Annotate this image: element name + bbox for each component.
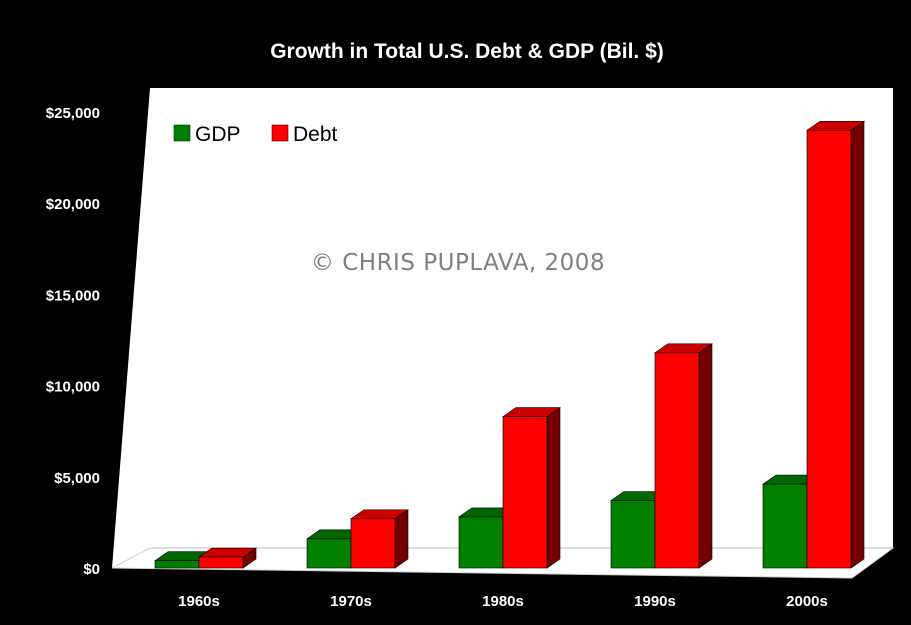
bar-debt-side xyxy=(850,120,865,569)
legend-label-debt: Debt xyxy=(293,123,338,146)
x-tick-label: 1960s xyxy=(178,593,220,610)
bar-gdp-2000s xyxy=(762,483,808,569)
legend: GDP Debt xyxy=(173,123,338,146)
bar-gdp-1990s xyxy=(610,500,656,569)
x-axis: 1960s 1970s 1980s 1990s 2000s xyxy=(178,593,828,610)
y-tick-label: $5,000 xyxy=(54,470,100,487)
y-tick-label: $20,000 xyxy=(46,196,100,213)
legend-label-gdp: GDP xyxy=(195,123,241,146)
chart-title: Growth in Total U.S. Debt & GDP (Bil. $) xyxy=(270,40,664,63)
bar-debt-side xyxy=(546,407,561,569)
copyright-watermark: © CHRIS PUPLAVA, 2008 xyxy=(311,250,605,276)
x-tick-label: 1980s xyxy=(482,593,524,610)
legend-swatch-debt xyxy=(271,124,289,142)
y-tick-label: $15,000 xyxy=(46,287,100,304)
bar-debt-side xyxy=(698,343,713,569)
bar-gdp-1980s xyxy=(458,516,504,569)
bar-debt-2000s xyxy=(806,129,852,569)
y-tick-label: $25,000 xyxy=(46,105,100,122)
y-axis: $0 $5,000 $10,000 $15,000 $20,000 $25,000 xyxy=(46,105,100,578)
bars xyxy=(154,120,865,569)
x-tick-label: 1970s xyxy=(330,593,372,610)
bar-debt-1960s xyxy=(198,556,244,569)
x-tick-label: 2000s xyxy=(786,593,828,610)
bar-debt-side xyxy=(394,509,409,569)
x-tick-label: 1990s xyxy=(634,593,676,610)
y-tick-label: $0 xyxy=(83,561,100,578)
bar-debt-1970s xyxy=(350,518,396,569)
bar-debt-1990s xyxy=(654,352,700,569)
bar-gdp-1970s xyxy=(306,538,352,569)
legend-swatch-gdp xyxy=(173,124,191,142)
y-tick-label: $10,000 xyxy=(46,379,100,396)
bar-gdp-1960s xyxy=(154,560,200,569)
bar-debt-1980s xyxy=(502,416,548,569)
